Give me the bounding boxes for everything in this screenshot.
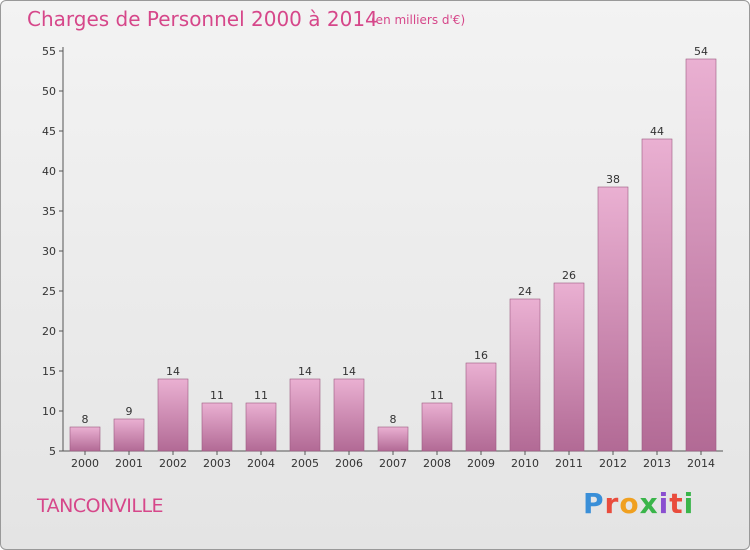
logo-letter: x [639,487,659,520]
bar-2001 [113,418,145,452]
x-tick-label: 2011 [555,457,583,470]
logo-letter: i [683,487,695,520]
x-tick-label: 2007 [379,457,407,470]
bar-2014 [685,58,717,452]
x-tick-label: 2002 [159,457,187,470]
bar-2008 [421,402,453,452]
x-tick-label: 2001 [115,457,143,470]
y-tick-label: 50 [42,85,56,98]
bar-2002 [157,378,189,452]
logo-letter: i [658,487,670,520]
proxiti-logo[interactable]: Proxiti [583,487,694,520]
bar-value-label: 11 [210,389,224,402]
x-tick-label: 2000 [71,457,99,470]
bar-value-label: 8 [390,413,397,426]
bar-value-label: 14 [298,365,312,378]
bar-2009 [465,362,497,452]
x-tick-label: 2006 [335,457,363,470]
logo-letter: P [583,487,605,520]
y-tick-label: 20 [42,325,56,338]
bar-value-label: 11 [430,389,444,402]
x-tick-label: 2005 [291,457,319,470]
bar-2013 [641,138,673,452]
chart-title: Charges de Personnel 2000 à 2014 [27,7,378,31]
chart-subtitle: (en milliers d'€) [371,13,466,27]
bar-value-label: 8 [82,413,89,426]
bar-2006 [333,378,365,452]
y-tick-label: 5 [49,445,56,458]
bar-value-label: 26 [562,269,576,282]
bar-value-label: 11 [254,389,268,402]
y-tick-label: 25 [42,285,56,298]
x-tick-label: 2012 [599,457,627,470]
logo-letter: o [619,487,640,520]
bar-2004 [245,402,277,452]
bar-2010 [509,298,541,452]
y-tick-label: 35 [42,205,56,218]
y-tick-label: 10 [42,405,56,418]
bar-2012 [597,186,629,452]
y-tick-label: 15 [42,365,56,378]
logo-letter: r [604,487,620,520]
bar-2007 [377,426,409,452]
bar-value-label: 38 [606,173,620,186]
bar-2011 [553,282,585,452]
city-name: TANCONVILLE [37,495,164,517]
logo-letter: t [669,487,684,520]
bar-2005 [289,378,321,452]
x-tick-label: 2008 [423,457,451,470]
bar-value-label: 24 [518,285,532,298]
y-tick-label: 45 [42,125,56,138]
y-tick-label: 30 [42,245,56,258]
x-tick-label: 2003 [203,457,231,470]
y-tick-label: 55 [42,45,56,58]
bar-2000 [69,426,101,452]
bar-2003 [201,402,233,452]
bar-value-label: 9 [126,405,133,418]
bar-value-label: 14 [342,365,356,378]
x-tick-label: 2010 [511,457,539,470]
x-tick-label: 2013 [643,457,671,470]
x-tick-label: 2014 [687,457,715,470]
y-tick-label: 40 [42,165,56,178]
bar-value-label: 14 [166,365,180,378]
x-tick-label: 2004 [247,457,275,470]
x-tick-label: 2009 [467,457,495,470]
bar-value-label: 44 [650,125,664,138]
bar-value-label: 54 [694,45,708,58]
bar-value-label: 16 [474,349,488,362]
